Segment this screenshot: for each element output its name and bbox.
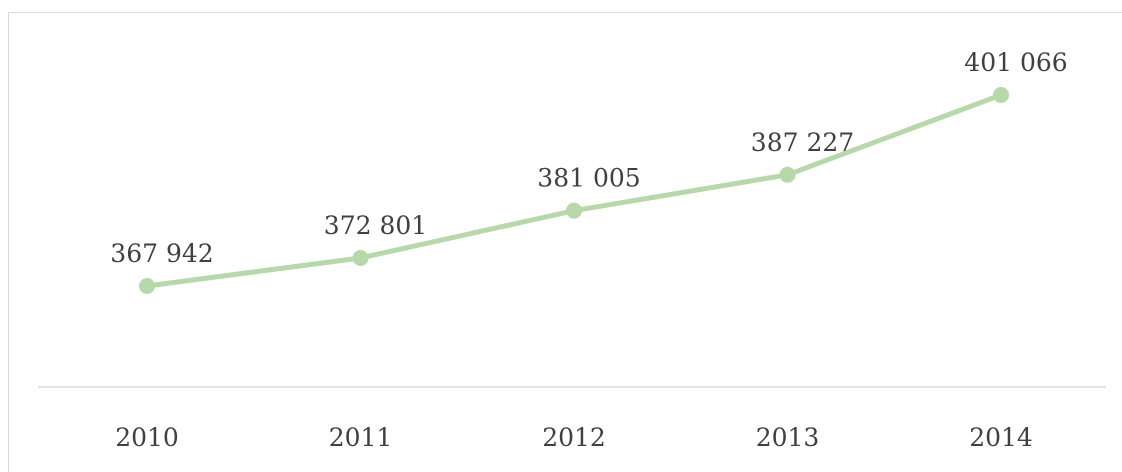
- data-point-2014: [993, 87, 1009, 103]
- data-point-2011: [353, 250, 369, 266]
- data-point-2012: [566, 203, 582, 219]
- data-label-2012: 381 005: [537, 164, 640, 193]
- data-label-2010: 367 942: [110, 239, 213, 268]
- x-tick-2010: 2010: [115, 423, 179, 452]
- data-point-2013: [780, 167, 796, 183]
- data-point-2010: [139, 278, 155, 294]
- data-label-2014: 401 066: [964, 48, 1067, 77]
- data-label-2013: 387 227: [751, 128, 854, 157]
- x-tick-2013: 2013: [756, 423, 820, 452]
- x-tick-2011: 2011: [329, 423, 393, 452]
- data-label-2011: 372 801: [324, 211, 427, 240]
- x-tick-labels: 2010 2011 2012 2013 2014: [115, 423, 1033, 452]
- x-tick-2012: 2012: [542, 423, 606, 452]
- data-labels: 367 942 372 801 381 005 387 227 401 066: [110, 48, 1067, 268]
- x-tick-2014: 2014: [969, 423, 1033, 452]
